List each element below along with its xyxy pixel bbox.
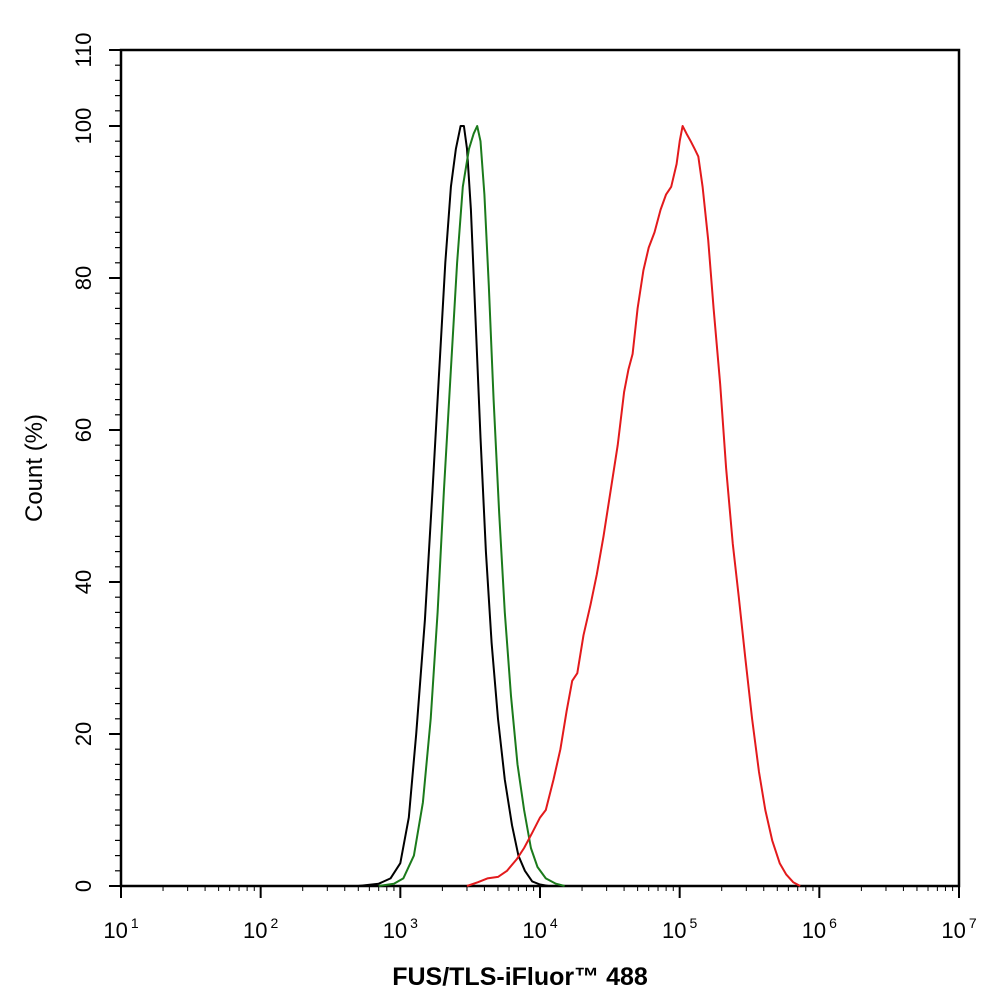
y-tick-label: 60: [71, 418, 96, 442]
y-tick-label: 40: [71, 570, 96, 594]
y-tick-label: 80: [71, 266, 96, 290]
x-tick-label: 10 7: [941, 915, 976, 943]
series-line-2: [378, 125, 565, 887]
x-tick-label: 10 1: [103, 915, 138, 943]
series-line-3: [466, 125, 801, 887]
series-line-1: [358, 125, 549, 887]
x-tick-label: 10 2: [243, 915, 278, 943]
y-tick-label: 0: [71, 880, 96, 892]
x-tick-labels: 10 1 10 2 10 3 10 4 10 5 10 6 10 7: [103, 915, 976, 943]
axis-ticks: [109, 49, 960, 898]
y-tick-label: 110: [71, 32, 96, 67]
y-tick-label: 20: [71, 722, 96, 746]
series-lines: [358, 125, 801, 887]
y-tick-label: 100: [71, 108, 96, 145]
y-axis-title: Count (%): [21, 414, 48, 522]
x-tick-label: 10 6: [802, 915, 837, 943]
y-tick-labels: 0 20 40 60 80 100 110: [71, 32, 96, 892]
x-tick-label: 10 4: [522, 915, 557, 943]
x-axis-title: FUS/TLS-iFluor™ 488: [392, 963, 648, 991]
x-tick-label: 10 3: [383, 915, 418, 943]
x-tick-label: 10 5: [662, 915, 697, 943]
plot-frame: [119, 48, 961, 888]
